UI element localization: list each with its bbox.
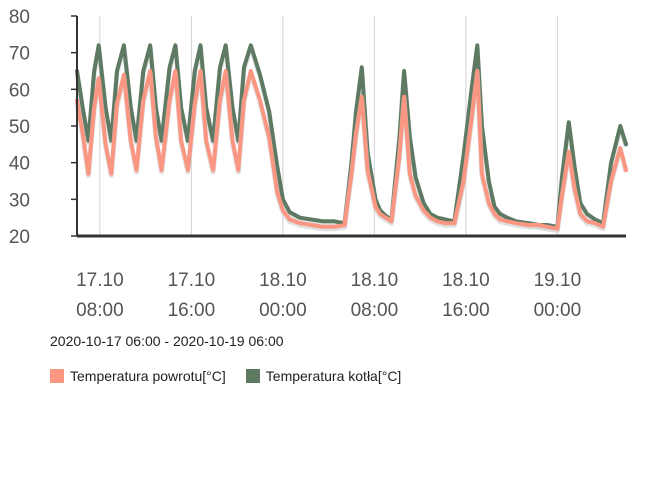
- x-tick-label-time: 08:00: [76, 300, 124, 320]
- legend-item-return-temp[interactable]: Temperatura powrotu[°C]: [50, 368, 226, 384]
- x-tick-label-time: 16:00: [168, 300, 216, 320]
- legend-swatch-boiler-temp: [245, 369, 260, 383]
- y-axis-ticks: 20 30 40 50 60 70 80: [9, 7, 77, 248]
- x-tick-label-time: 00:00: [259, 300, 307, 320]
- x-tick-label-date: 17.10: [168, 270, 216, 291]
- legend-swatch-return-temp: [50, 369, 64, 383]
- x-tick-label-date: 18.10: [351, 270, 399, 291]
- chart-svg: 20 30 40 50 60 70 80 17.10 08:00 17.10 16:00 18.10…: [9, 7, 629, 320]
- y-tick-label: 70: [9, 44, 30, 65]
- series-line-return-temp: [75, 69, 628, 231]
- date-range-label: 2020-10-17 06:00 - 2020-10-19 06:00: [50, 333, 284, 349]
- x-tick-label-date: 18.10: [442, 270, 490, 291]
- x-axis-ticks: 17.10 08:00 17.10 16:00 18.10 00:00 18.10 08:00…: [76, 270, 581, 320]
- x-tick-label-time: 16:00: [442, 300, 490, 320]
- y-tick-label: 60: [9, 80, 30, 101]
- y-tick-label: 80: [9, 7, 30, 28]
- y-tick-label: 30: [9, 190, 30, 211]
- legend-label-return-temp: Temperatura powrotu[°C]: [70, 368, 226, 384]
- y-tick-label: 40: [9, 154, 30, 175]
- chart-legend: Temperatura powrotu[°C] Temperatura kotł…: [50, 368, 401, 384]
- x-tick-label-date: 18.10: [259, 270, 307, 291]
- legend-label-boiler-temp: Temperatura kotła[°C]: [265, 368, 402, 384]
- x-tick-label-time: 00:00: [534, 300, 582, 320]
- y-tick-label: 50: [9, 117, 30, 138]
- x-tick-label-date: 19.10: [534, 270, 582, 291]
- y-tick-label: 20: [9, 227, 30, 248]
- chart-series: [74, 43, 629, 234]
- x-tick-label-time: 08:00: [351, 300, 399, 320]
- series-line-boiler-temp: [75, 43, 628, 229]
- legend-item-boiler-temp[interactable]: Temperatura kotła[°C]: [245, 368, 402, 384]
- x-tick-label-date: 17.10: [76, 270, 124, 291]
